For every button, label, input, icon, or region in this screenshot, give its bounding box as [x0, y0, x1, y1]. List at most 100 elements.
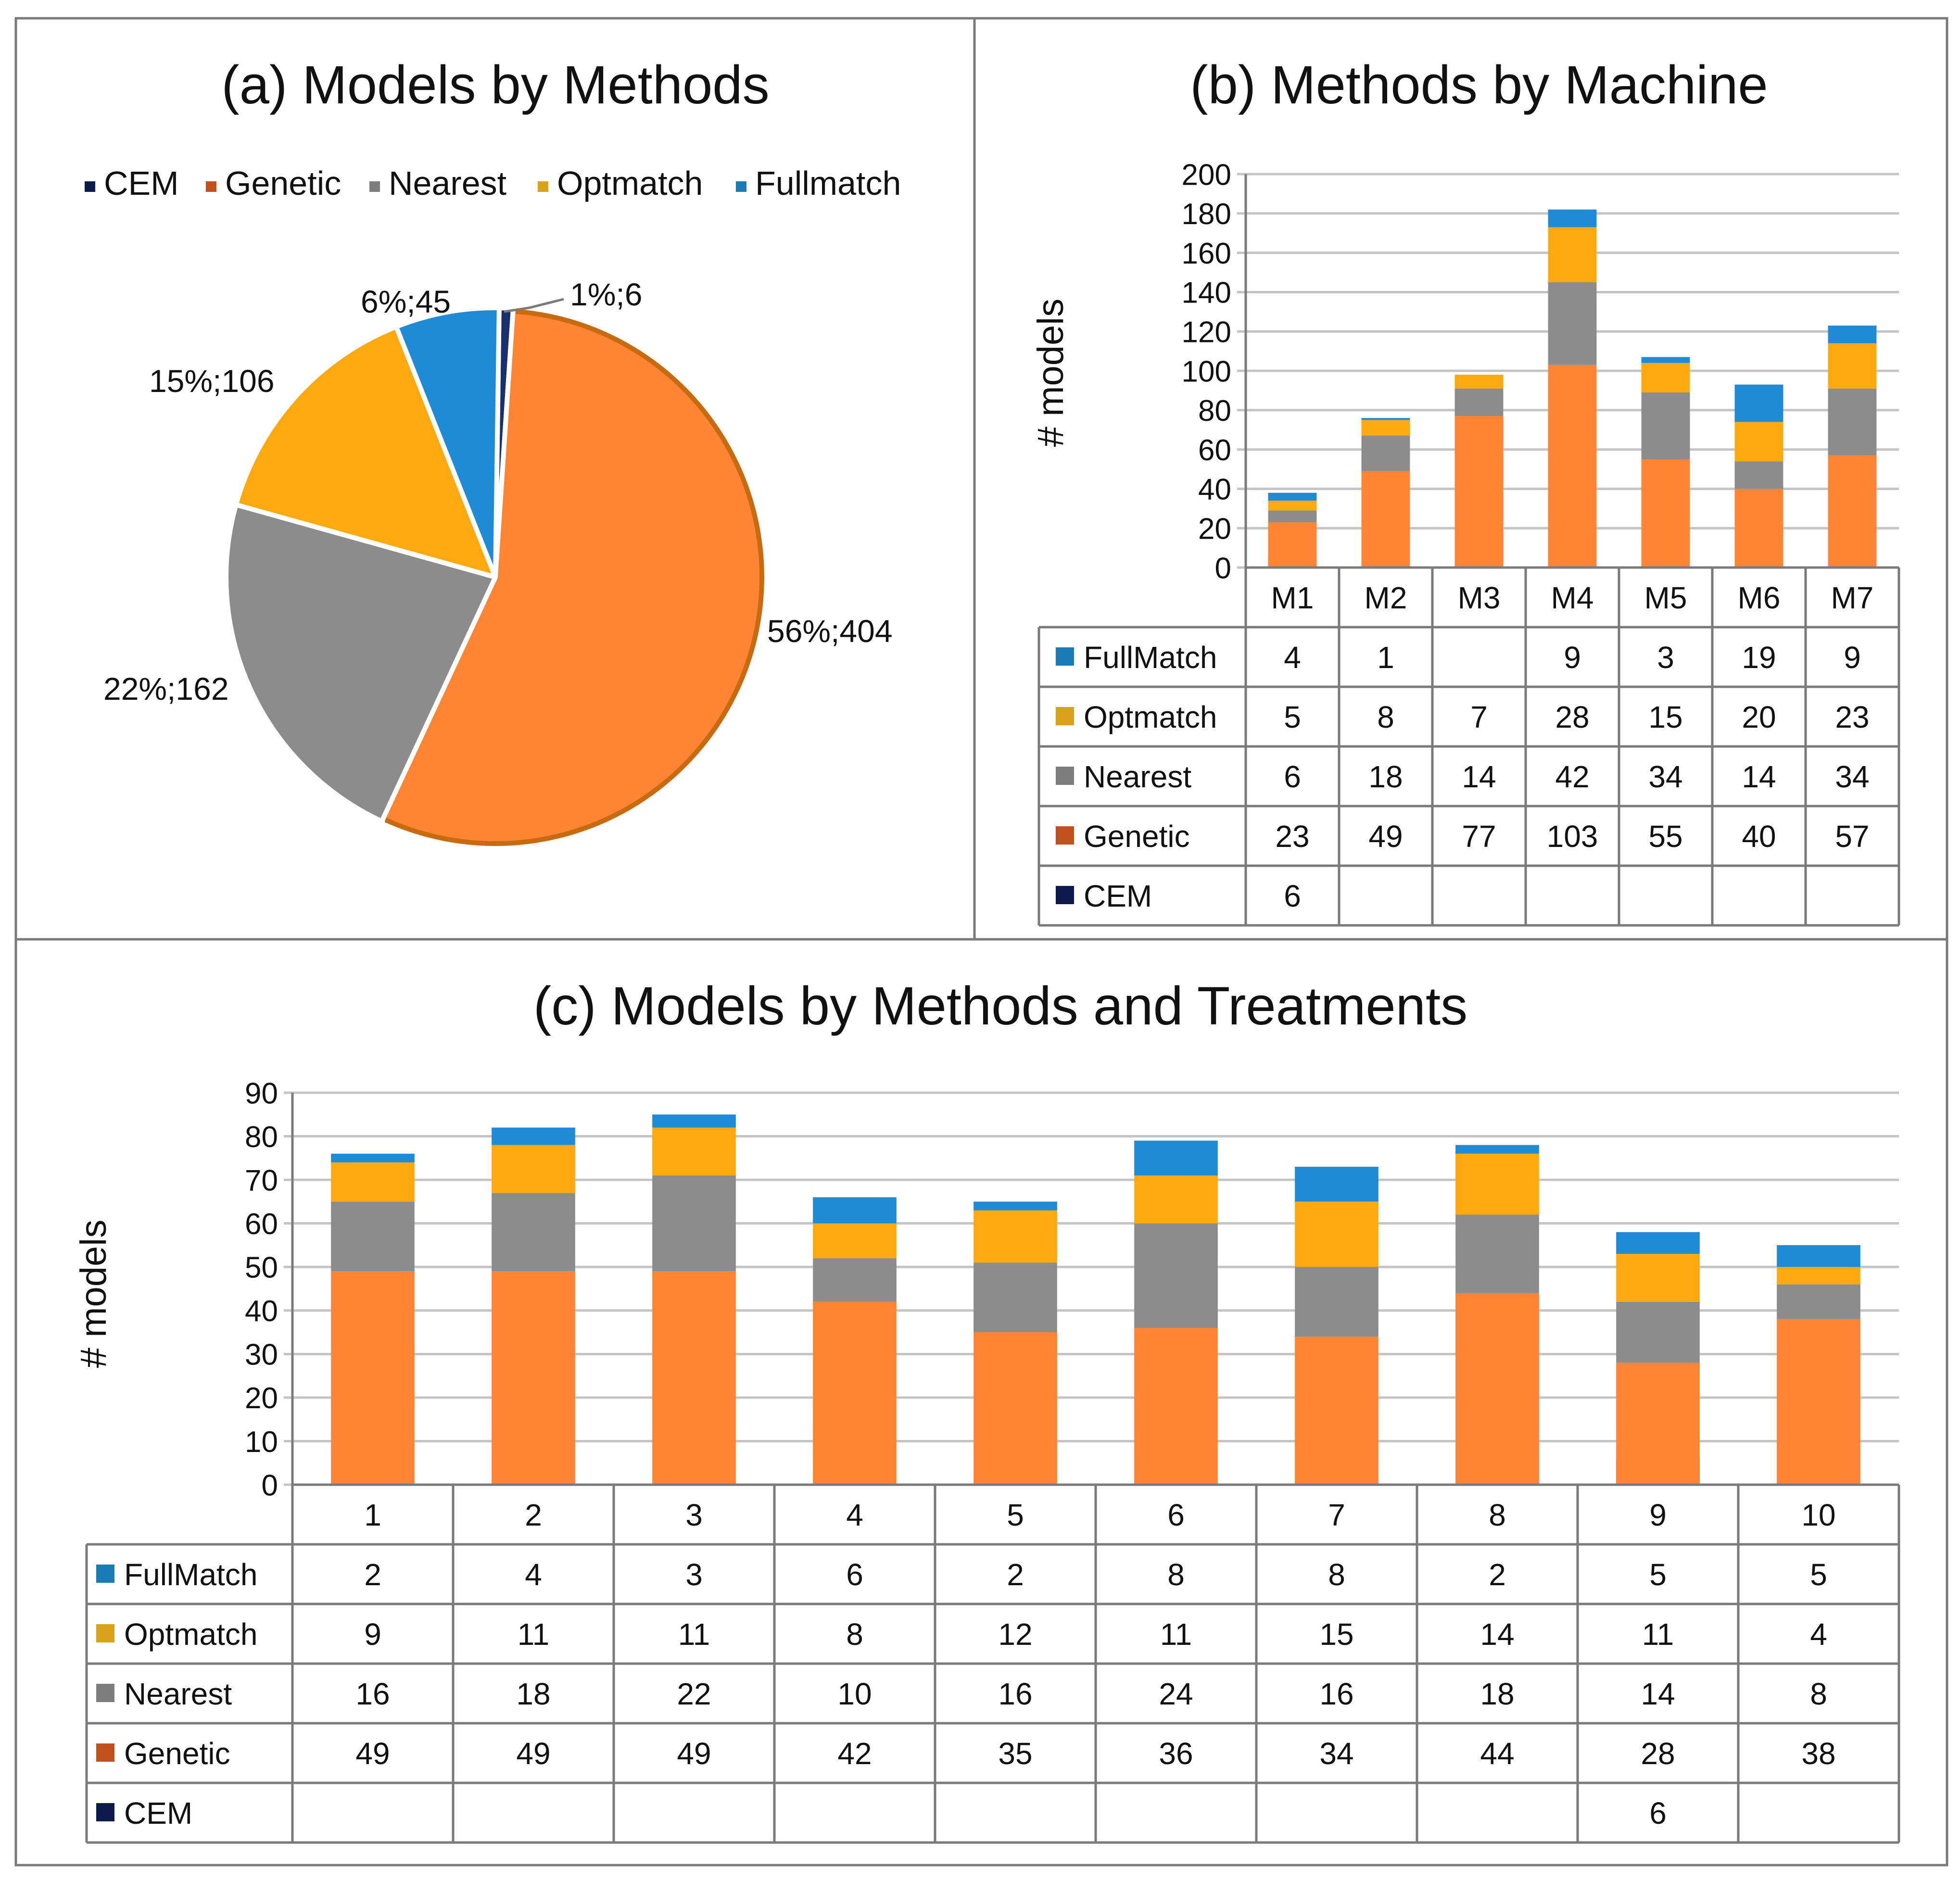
table-row-label-optmatch: Optmatch	[124, 1617, 257, 1652]
table-cell-genetic-3: 49	[677, 1736, 711, 1771]
table-cell-optmatch-m1: 5	[1284, 700, 1301, 734]
table-cell-cem-9: 6	[1649, 1796, 1667, 1831]
bar-segment-genetic-m3	[1454, 416, 1504, 568]
pie-label-nearest: 22%;162	[103, 671, 229, 707]
x-category-9: 9	[1649, 1498, 1667, 1532]
bar-segment-nearest-3	[652, 1175, 736, 1272]
table-cell-genetic-1: 49	[355, 1736, 390, 1771]
x-category-m4: M4	[1551, 581, 1594, 615]
table-row-label-cem: CEM	[124, 1796, 192, 1831]
table-legend-swatch-cem	[96, 1803, 114, 1821]
table-legend-swatch-cem	[1056, 886, 1074, 904]
bar-segment-genetic-m5	[1641, 459, 1690, 568]
table-cell-genetic-m5: 55	[1648, 819, 1682, 854]
pie-labels: 1%;6 56%;404 22%;162 15%;106 6%;45	[103, 277, 893, 707]
table-row-label-fullmatch: FullMatch	[1084, 640, 1217, 675]
legend-swatch-optmatch	[538, 181, 548, 192]
table-cell-fullmatch-4: 6	[846, 1557, 863, 1592]
table-cell-nearest-4: 10	[837, 1677, 872, 1711]
x-category-1: 1	[364, 1498, 381, 1532]
bar-segment-genetic-4	[813, 1301, 897, 1485]
y-tick-label: 120	[1182, 316, 1231, 349]
legend-swatch-genetic	[206, 181, 216, 192]
bar-segment-nearest-m7	[1828, 388, 1877, 455]
bar-segment-nearest-m2	[1361, 435, 1410, 471]
bar-segment-nearest-m3	[1454, 388, 1504, 417]
bar-segment-nearest-7	[1295, 1267, 1378, 1337]
panel-c-ylabel: # models	[73, 1220, 114, 1368]
bar-segment-optmatch-m2	[1361, 420, 1410, 436]
table-cell-fullmatch-3: 3	[685, 1557, 703, 1592]
legend-label-fullmatch: Fullmatch	[755, 164, 901, 202]
bar-segment-optmatch-7	[1295, 1201, 1378, 1267]
table-legend-swatch-optmatch	[1056, 707, 1074, 725]
table-cell-nearest-10: 8	[1810, 1677, 1827, 1711]
table-cell-genetic-10: 38	[1801, 1736, 1835, 1771]
table-cell-nearest-m2: 18	[1368, 759, 1403, 794]
table-cell-fullmatch-7: 8	[1328, 1557, 1345, 1592]
x-category-m7: M7	[1831, 581, 1874, 615]
bar-segment-genetic-m4	[1548, 365, 1597, 568]
bar-segment-nearest-1	[331, 1201, 415, 1272]
pie-slice-genetic-rim	[384, 309, 764, 846]
bar-segment-nearest-4	[813, 1258, 897, 1302]
bar-segment-optmatch-1	[331, 1162, 415, 1202]
x-category-10: 10	[1801, 1498, 1835, 1532]
table-cell-optmatch-3: 11	[678, 1617, 710, 1652]
pie-slices	[224, 305, 768, 849]
x-category-4: 4	[846, 1498, 863, 1532]
bar-segment-fullmatch-m4	[1548, 209, 1597, 227]
table-cell-optmatch-m2: 8	[1377, 700, 1394, 734]
panel-c-frame	[14, 938, 1948, 1867]
bar-segment-fullmatch-m1	[1268, 492, 1317, 501]
table-cell-optmatch-m3: 7	[1470, 700, 1488, 734]
y-tick-label: 80	[1198, 394, 1231, 428]
table-cell-fullmatch-2: 4	[525, 1557, 542, 1592]
table-cell-nearest-m1: 6	[1284, 759, 1301, 794]
x-category-m5: M5	[1644, 581, 1687, 615]
table-cell-genetic-m4: 103	[1547, 819, 1598, 854]
panel-b-title: (b) Methods by Machine	[1190, 55, 1768, 115]
table-cell-fullmatch-1: 2	[364, 1557, 381, 1592]
table-cell-optmatch-m7: 23	[1835, 700, 1869, 734]
bar-segment-nearest-10	[1777, 1284, 1860, 1319]
table-cell-genetic-2: 49	[516, 1736, 550, 1771]
table-cell-genetic-m7: 57	[1835, 819, 1869, 854]
y-tick-label: 160	[1182, 237, 1231, 270]
table-cell-nearest-m7: 34	[1835, 759, 1869, 794]
table-cell-genetic-m3: 77	[1462, 819, 1496, 854]
pie-slice-fullmatch	[393, 305, 502, 580]
x-category-m3: M3	[1458, 581, 1501, 615]
table-legend-swatch-genetic	[96, 1743, 114, 1762]
bar-segment-fullmatch-2	[492, 1127, 575, 1145]
bar-segment-nearest-2	[492, 1193, 575, 1272]
pie-leader-line-cem	[504, 298, 564, 313]
table-cell-genetic-m2: 49	[1368, 819, 1403, 854]
pie-label-cem: 1%;6	[570, 277, 642, 312]
legend-label-optmatch: Optmatch	[557, 164, 703, 202]
y-tick-label: 0	[262, 1469, 278, 1502]
bar-segment-fullmatch-4	[813, 1197, 897, 1224]
y-tick-label: 140	[1182, 277, 1231, 310]
table-cell-optmatch-1: 9	[364, 1617, 381, 1652]
y-tick-label: 20	[1198, 513, 1231, 546]
table-cell-genetic-9: 28	[1641, 1736, 1675, 1771]
x-category-m6: M6	[1738, 581, 1781, 615]
table-cell-cem-m1: 6	[1284, 879, 1301, 913]
y-tick-label: 0	[1215, 552, 1231, 585]
bar-segment-optmatch-m5	[1641, 363, 1690, 392]
bar-segment-fullmatch-8	[1455, 1145, 1539, 1154]
bar-segment-fullmatch-7	[1295, 1166, 1378, 1202]
table-row-label-genetic: Genetic	[1084, 819, 1190, 854]
panel-c: (c) Models by Methods and Treatments # m…	[73, 976, 1900, 1844]
table-cell-optmatch-8: 14	[1480, 1617, 1514, 1652]
x-category-8: 8	[1489, 1498, 1506, 1532]
table-row-label-nearest: Nearest	[1084, 759, 1191, 794]
table-cell-optmatch-9: 11	[1642, 1617, 1674, 1652]
bar-segment-optmatch-4	[813, 1223, 897, 1259]
bar-segment-nearest-9	[1616, 1301, 1700, 1363]
y-tick-label: 20	[245, 1382, 278, 1415]
bar-segment-fullmatch-10	[1777, 1245, 1860, 1267]
bar-segment-fullmatch-9	[1616, 1232, 1700, 1254]
